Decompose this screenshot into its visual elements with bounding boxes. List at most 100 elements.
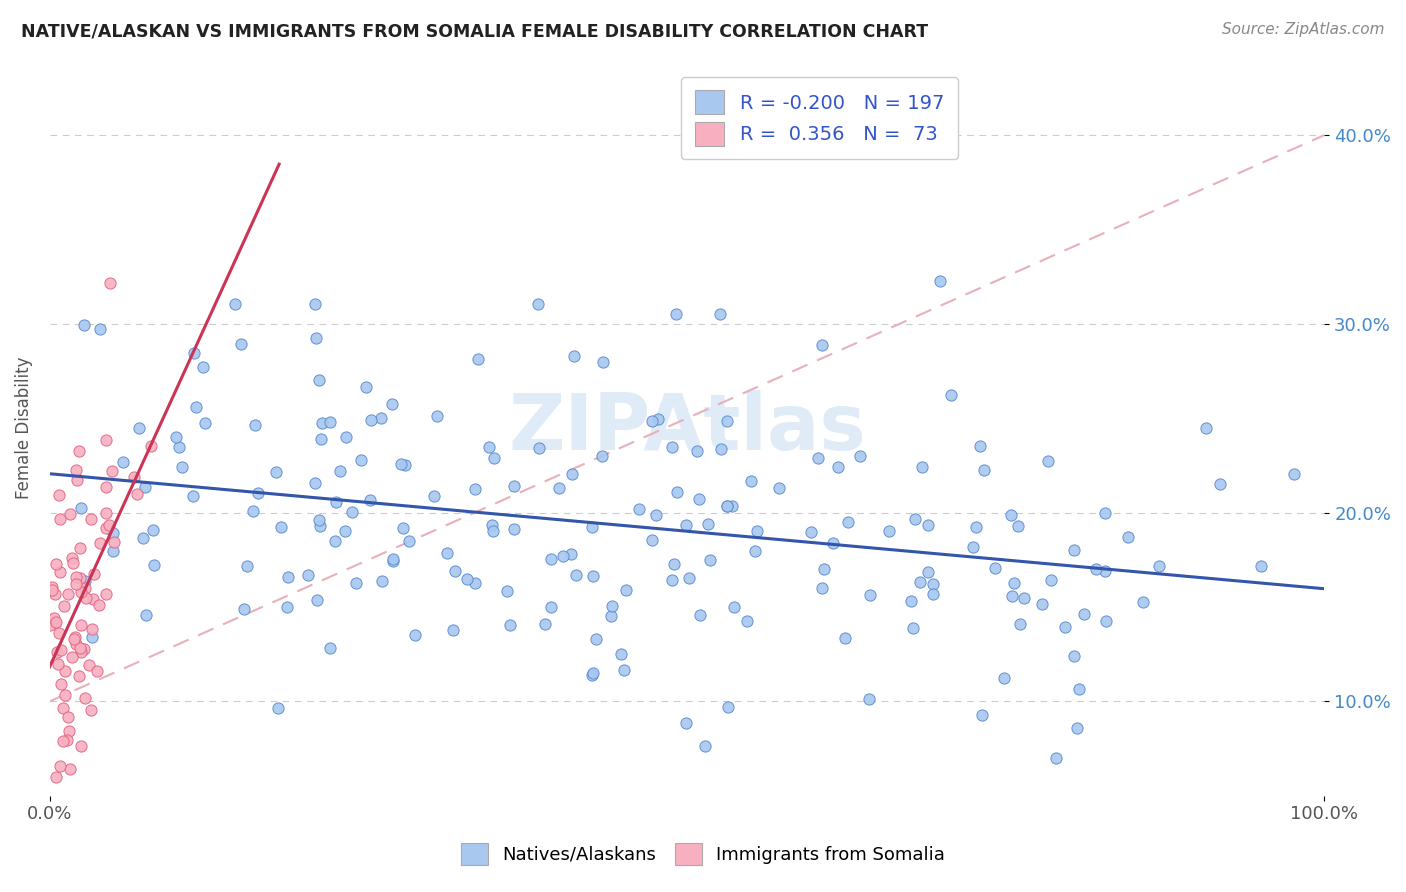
Point <box>277 570 299 584</box>
Point <box>350 452 373 467</box>
Point <box>170 459 193 474</box>
Point <box>745 524 768 539</box>
Point <box>41 582 63 597</box>
Point <box>675 716 697 731</box>
Point <box>1040 573 1063 587</box>
Point <box>65 576 87 591</box>
Point <box>581 519 603 533</box>
Point <box>1284 467 1306 482</box>
Point <box>266 466 288 480</box>
Point <box>1063 543 1085 558</box>
Point <box>82 630 104 644</box>
Point <box>426 409 449 424</box>
Point <box>165 430 187 444</box>
Point <box>443 564 465 578</box>
Point <box>52 734 75 748</box>
Point <box>800 525 823 540</box>
Point <box>1031 598 1053 612</box>
Point <box>548 481 571 495</box>
Point <box>69 641 91 656</box>
Point <box>737 614 759 628</box>
Point <box>1095 614 1118 628</box>
Point <box>456 572 478 586</box>
Point <box>56 586 79 600</box>
Point <box>308 518 330 533</box>
Point <box>834 631 856 645</box>
Point <box>614 583 637 598</box>
Point <box>911 459 934 474</box>
Point <box>194 417 217 431</box>
Text: ZIPAtlas: ZIPAtlas <box>508 390 866 466</box>
Point <box>678 571 700 585</box>
Point <box>600 599 623 613</box>
Point <box>1116 530 1139 544</box>
Point <box>665 307 688 321</box>
Point <box>813 562 835 576</box>
Point <box>482 524 505 539</box>
Point <box>58 724 80 739</box>
Point <box>1147 558 1170 573</box>
Point <box>640 414 662 428</box>
Point <box>1094 506 1116 520</box>
Point <box>858 691 880 706</box>
Point <box>329 464 352 478</box>
Point <box>135 607 157 622</box>
Point <box>740 475 762 489</box>
Point <box>581 668 603 682</box>
Point <box>41 580 63 594</box>
Point <box>371 574 394 588</box>
Point <box>645 508 668 522</box>
Point <box>70 739 93 754</box>
Point <box>744 543 766 558</box>
Point <box>309 432 332 446</box>
Point <box>67 443 90 458</box>
Point <box>370 411 392 425</box>
Point <box>70 618 93 632</box>
Point <box>66 473 89 487</box>
Point <box>613 663 636 677</box>
Point <box>59 762 82 776</box>
Point <box>63 631 86 645</box>
Point <box>721 499 744 513</box>
Point <box>921 587 943 601</box>
Point <box>98 276 121 290</box>
Point <box>647 411 669 425</box>
Point <box>901 621 924 635</box>
Point <box>69 541 91 556</box>
Point <box>496 584 519 599</box>
Point <box>49 677 72 691</box>
Point <box>308 374 330 388</box>
Point <box>183 345 205 359</box>
Point <box>768 481 790 495</box>
Point <box>142 524 165 538</box>
Point <box>441 623 464 637</box>
Point <box>67 669 90 683</box>
Point <box>87 599 110 613</box>
Point <box>229 336 252 351</box>
Point <box>529 441 551 455</box>
Point <box>79 703 101 717</box>
Point <box>1000 508 1022 522</box>
Point <box>610 648 633 662</box>
Point <box>585 632 607 647</box>
Point <box>503 522 526 536</box>
Point <box>1001 589 1024 603</box>
Point <box>382 552 405 566</box>
Point <box>56 733 79 747</box>
Point <box>62 550 84 565</box>
Point <box>65 637 87 651</box>
Point <box>70 500 93 515</box>
Point <box>1094 564 1116 578</box>
Point <box>304 297 326 311</box>
Point <box>582 665 605 680</box>
Point <box>340 505 363 519</box>
Point <box>662 557 685 571</box>
Point <box>533 617 555 632</box>
Point <box>83 567 105 582</box>
Point <box>82 592 104 607</box>
Point <box>1002 576 1025 591</box>
Point <box>381 397 404 411</box>
Point <box>973 463 995 477</box>
Point <box>63 632 86 646</box>
Point <box>335 524 357 538</box>
